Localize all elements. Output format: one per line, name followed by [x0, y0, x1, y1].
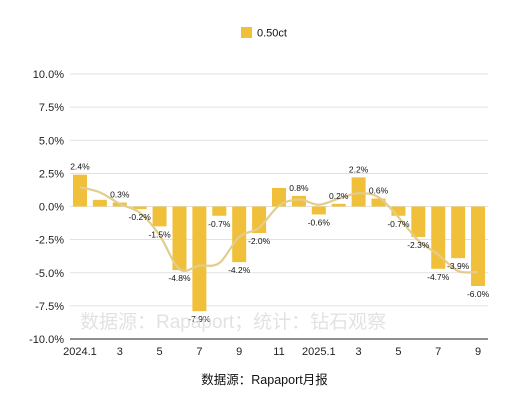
data-label: -1.5%	[148, 229, 171, 239]
trend-line	[79, 186, 479, 274]
y-tick-label: 5.0%	[39, 135, 64, 147]
y-tick-label: -7.5%	[35, 301, 64, 313]
bar	[451, 206, 466, 259]
bar	[152, 206, 167, 227]
data-label: -4.2%	[228, 265, 251, 275]
legend: 0.50ct	[241, 27, 287, 40]
bar	[172, 206, 187, 271]
bar	[272, 187, 286, 207]
bar	[291, 195, 306, 207]
y-tick-label: -10.0%	[29, 334, 64, 346]
data-label: -0.7%	[208, 219, 231, 229]
data-labels: 2.4% 0.3% -0.2% -1.5% -4.8% -7.9% -0.7% -4.2% -2…	[70, 162, 489, 324]
data-label: 0.8%	[289, 183, 309, 193]
data-label: 2.2%	[349, 164, 369, 174]
bar	[351, 177, 366, 207]
bar	[252, 206, 267, 233]
legend-label: 0.50ct	[257, 28, 287, 40]
data-label: 2.4%	[70, 162, 90, 172]
bar	[391, 206, 406, 216]
bar	[471, 206, 486, 286]
data-label: 0.2%	[329, 191, 349, 201]
y-tick-label: 0.0%	[39, 202, 64, 214]
x-axis-ticks: 2024.1 3 5 7 9 11 2025.1 3 5 7 9	[63, 346, 481, 358]
y-tick-label: 10.0%	[33, 69, 64, 81]
x-tick-label: 5	[395, 346, 401, 358]
bar	[311, 206, 326, 215]
bars	[72, 174, 486, 312]
data-label: -0.7%	[387, 219, 410, 229]
x-tick-label: 3	[117, 346, 123, 358]
data-label: -0.6%	[308, 217, 331, 227]
data-label: -2.0%	[248, 236, 271, 246]
data-label: -4.8%	[168, 273, 191, 283]
data-label: -6.0%	[467, 289, 490, 299]
x-tick-label: 2025.1	[302, 346, 336, 358]
watermark: 数据源：Rapaport；统计：钻石观察	[80, 311, 386, 333]
data-label: -0.2%	[129, 212, 152, 222]
x-tick-label: 3	[356, 346, 362, 358]
bar	[92, 199, 107, 207]
bar	[331, 203, 346, 207]
y-tick-label: 7.5%	[39, 102, 64, 114]
bar	[192, 206, 207, 312]
x-tick-label: 5	[157, 346, 163, 358]
x-tick-label: 11	[273, 346, 284, 358]
bar	[411, 206, 426, 237]
x-tick-label: 7	[196, 346, 202, 358]
data-label: -4.7%	[427, 272, 450, 282]
bar	[132, 206, 147, 210]
legend-swatch	[241, 27, 252, 38]
data-label: 0.6%	[369, 186, 389, 196]
x-tick-label: 7	[435, 346, 441, 358]
bar	[72, 174, 87, 207]
source-note: 数据源：Rapaport月报	[201, 372, 328, 387]
data-label: 0.3%	[110, 190, 130, 200]
x-tick-label: 2024.1	[63, 346, 97, 358]
y-tick-label: -5.0%	[35, 268, 64, 280]
bar	[232, 206, 247, 263]
bar	[371, 198, 386, 207]
data-label: -3.9%	[447, 261, 470, 271]
data-label: -2.3%	[407, 240, 430, 250]
x-tick-label: 9	[475, 346, 481, 358]
data-label: -7.9%	[188, 314, 211, 324]
bar	[212, 206, 227, 216]
y-tick-label: 2.5%	[39, 168, 64, 180]
y-axis-ticks: 10.0% 7.5% 5.0% 2.5% 0.0% -2.5% -5.0% -7.5% -10.…	[29, 69, 64, 346]
x-tick-label: 9	[236, 346, 242, 358]
y-tick-label: -2.5%	[35, 235, 64, 247]
